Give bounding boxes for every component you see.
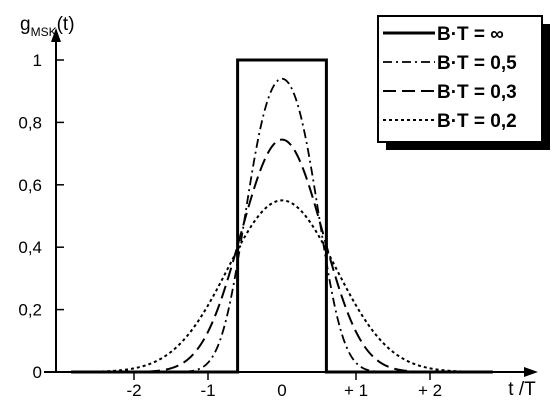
x-tick-label: + 2 xyxy=(418,381,442,400)
y-tick-label: 0,4 xyxy=(18,238,42,257)
series-line-3 xyxy=(71,199,493,373)
legend: B·T = ∞ B·T = 0,5 B·T = 0,3 B·T = 0,2 xyxy=(377,15,550,150)
y-axis-title-sub: MSK xyxy=(31,25,57,39)
legend-label-3: B·T = 0,2 xyxy=(437,111,517,132)
y-tick-label: 0,8 xyxy=(18,113,42,132)
x-tick-label: + 1 xyxy=(344,381,368,400)
legend-label-0: B·T = ∞ xyxy=(437,24,504,45)
legend-box xyxy=(377,15,543,143)
y-tick-label: 0 xyxy=(33,363,42,382)
series-line-0 xyxy=(71,58,493,374)
legend-label-2: B·T = 0,3 xyxy=(437,82,517,103)
x-tick-label: 0 xyxy=(277,381,286,400)
y-axis-title: gMSK(t) xyxy=(20,14,75,39)
y-tick-label: 0,6 xyxy=(18,176,42,195)
x-axis-title: t /T xyxy=(508,379,536,400)
x-axis-arrow xyxy=(524,367,538,377)
x-tick-label: -2 xyxy=(126,381,141,400)
series-line-2 xyxy=(71,138,493,373)
x-tick-label: -1 xyxy=(200,381,215,400)
legend-label-1: B·T = 0,5 xyxy=(437,53,517,74)
y-tick-label: 0,2 xyxy=(18,301,42,320)
y-axis-title-arg: (t) xyxy=(57,14,75,35)
y-axis-arrow xyxy=(51,28,61,42)
y-axis-title-main: g xyxy=(20,14,31,35)
y-tick-label: 1 xyxy=(33,51,42,70)
